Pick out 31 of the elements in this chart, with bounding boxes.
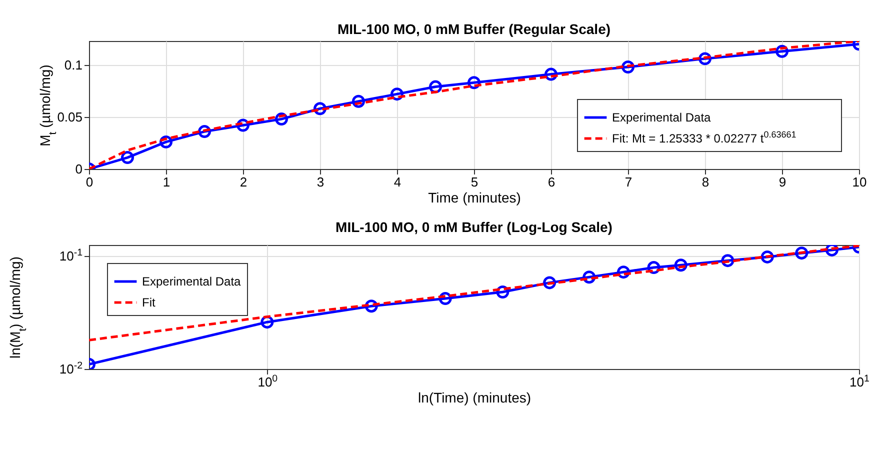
x-tick-label: 7 (624, 174, 632, 190)
x-tick-label: 10$^{1}$ (850, 373, 870, 390)
legend-label: Fit (142, 296, 156, 310)
point (160, 135, 172, 148)
y-tick-label: 0.05 (57, 109, 82, 124)
point (275, 112, 288, 126)
x-tick-label: 10$^{0}$ (258, 373, 278, 390)
legend-label: Experimental Data (612, 110, 712, 124)
y-tick-label: 0 (75, 162, 82, 176)
y-tick-label: 0.1 (64, 57, 82, 72)
chart-title: MIL-100 MO, 0 mM Buffer (Regular Scale) (337, 21, 611, 37)
x-tick-label: 5 (470, 174, 478, 190)
point (121, 151, 134, 164)
x-tick-label: 10 (852, 174, 867, 190)
x-tick-label: 1 (162, 174, 170, 190)
legend-label: Experimental Data (142, 274, 242, 288)
y-tick-label: 10$^{-2}$ (59, 360, 82, 376)
point (776, 44, 788, 58)
x-axis-title: ln(Time) (minutes) (418, 390, 532, 406)
x-tick-label: 3 (316, 174, 324, 190)
x-tick-label: 9 (778, 174, 786, 190)
x-tick-label: 4 (394, 174, 402, 190)
legend-label: Fit: Mt = 1.25333 * 0.02277 t$^{0.63661}$ (612, 130, 796, 146)
y-tick-label: 10$^{-1}$ (59, 246, 82, 264)
x-axis-title: Time (minutes) (428, 190, 521, 206)
x-tick-label: 2 (240, 174, 248, 190)
x-tick-label: 6 (548, 174, 556, 190)
x-tick-label: 0 (86, 174, 94, 190)
x-tick-label: 8 (702, 174, 710, 190)
point (352, 94, 365, 108)
chart-title: MIL-100 MO, 0 mM Buffer (Log-Log Scale) (336, 219, 612, 236)
